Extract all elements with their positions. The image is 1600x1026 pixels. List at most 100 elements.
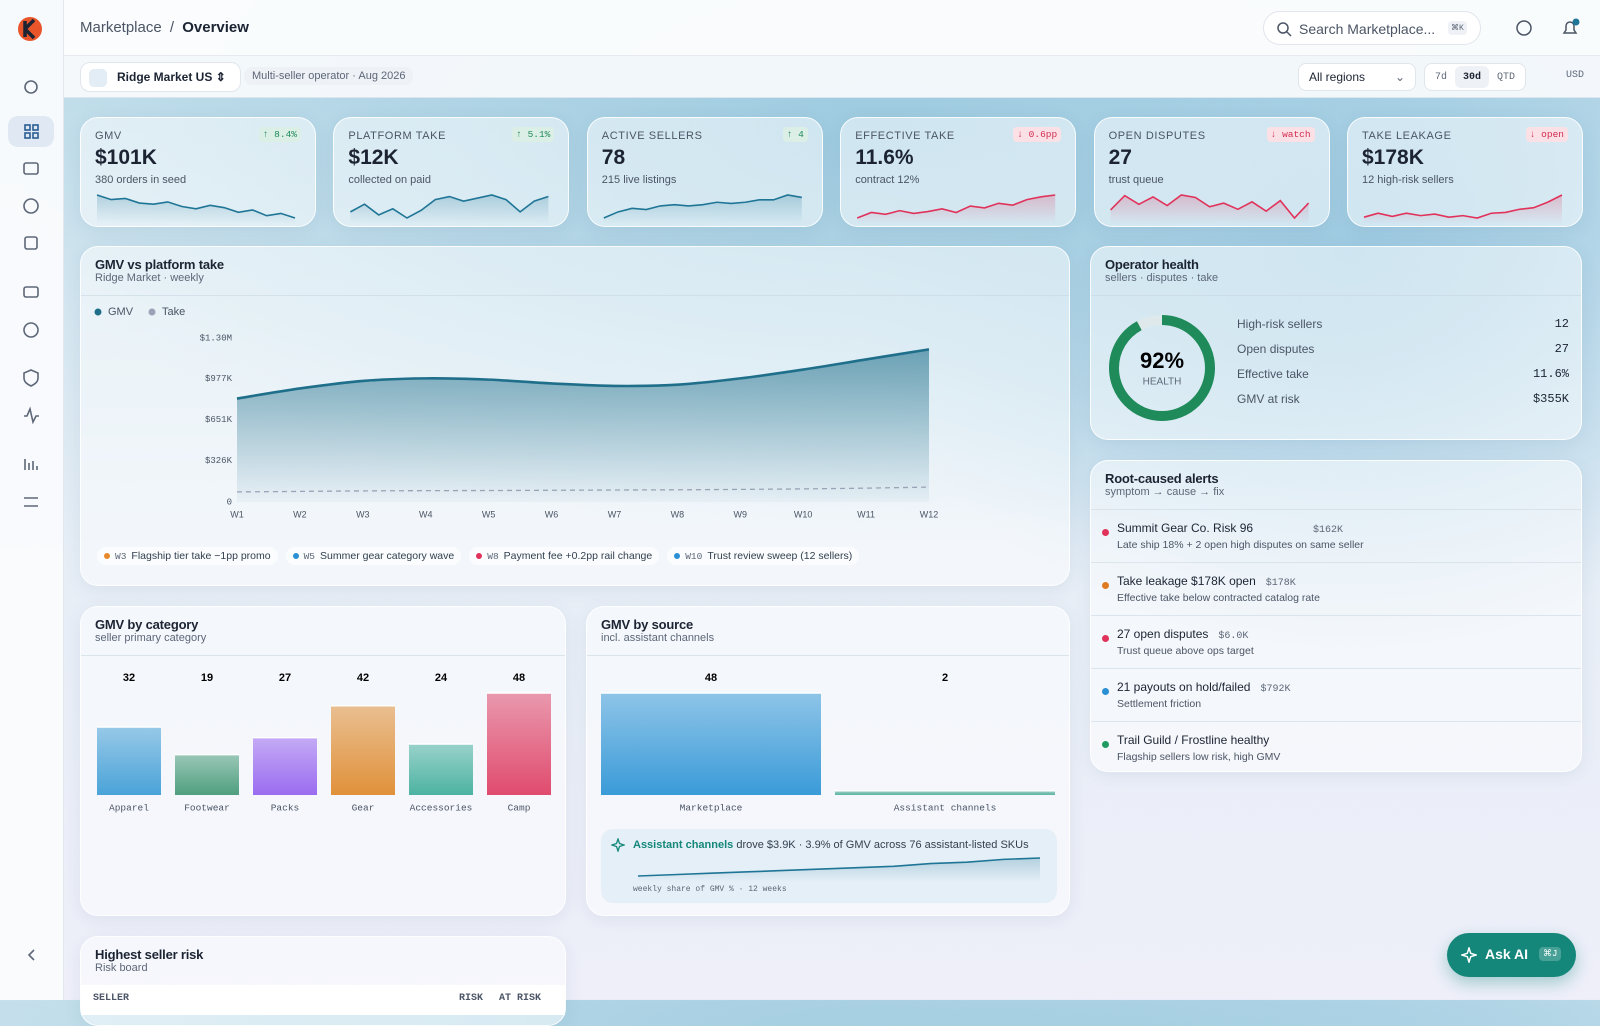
chart-icon[interactable] [24, 459, 38, 470]
legend-dot [148, 308, 156, 316]
range-option[interactable]: 30d [1455, 66, 1490, 88]
search-box[interactable]: Search Marketplace... ⌘K [1263, 11, 1481, 45]
bar-label: Gear [352, 803, 375, 814]
card-subtitle: symptom → cause → fix [1105, 486, 1225, 498]
x-tick-label: W8 [671, 509, 685, 519]
row-label: GMV at risk [1237, 392, 1300, 406]
range-option[interactable]: QTD [1497, 72, 1516, 83]
row-value: 12 [1554, 317, 1569, 331]
card-subtitle: Risk board [95, 962, 148, 974]
annotation-week: W8 [487, 550, 499, 562]
kpi-delta: ↑ 8.4% [258, 127, 301, 142]
alert-item[interactable]: 27 open disputes $6.0K Trust queue above o… [1091, 615, 1581, 668]
x-tick-label: W1 [230, 509, 244, 519]
help-icon[interactable] [23, 322, 39, 338]
card-title: Root-caused alerts [1105, 471, 1219, 486]
spark-area [1110, 195, 1309, 224]
alert-amount: $6.0K [1218, 631, 1249, 642]
search-placeholder: Search Marketplace... [1299, 21, 1436, 37]
bar-value: 2 [942, 672, 948, 684]
settings-icon[interactable] [24, 497, 38, 507]
spark-area [1364, 195, 1562, 224]
kpi-sub: contract 12% [855, 174, 920, 186]
kpi-sub: trust queue [1108, 174, 1164, 186]
x-tick-label: W11 [857, 509, 875, 519]
currency[interactable]: USD [1566, 70, 1585, 81]
notifications-button[interactable] [1562, 21, 1578, 34]
box-icon[interactable] [24, 236, 38, 250]
range-option[interactable]: 7d [1435, 72, 1448, 83]
kpi-value: $178K [1362, 146, 1424, 169]
alert-title: Summit Gear Co. Risk 96 [1117, 521, 1254, 535]
sidebar [0, 0, 64, 1000]
nav-active[interactable] [8, 116, 54, 147]
annotation-dot [104, 553, 110, 559]
kpi-label: PLATFORM TAKE [348, 130, 447, 142]
alert-dot [1102, 529, 1109, 536]
alert-item[interactable]: Take leakage $178K open $178K Effective ta… [1091, 562, 1581, 615]
card-title: GMV vs platform take [95, 257, 224, 272]
bar-value: 27 [279, 672, 291, 684]
note-text: drove $3.9K · 3.9% of GMV across 76 assi… [736, 839, 1029, 851]
market-selector[interactable]: Ridge Market US ⇕ [80, 62, 241, 92]
sidebar-icons [8, 17, 54, 961]
spark-line [637, 857, 1041, 877]
x-tick-label: W7 [608, 509, 622, 519]
alert-title: Take leakage $178K open [1117, 574, 1256, 588]
activity-icon[interactable] [24, 406, 39, 425]
alert-amount: $162K [1313, 525, 1344, 536]
alert-head: Trail Guild / Frostline healthy [1117, 733, 1269, 747]
y-tick-label: $977K [205, 374, 233, 384]
alert-item[interactable]: Summit Gear Co. Risk 96 $162K Late ship 18… [1091, 509, 1581, 562]
spark-line [96, 194, 296, 219]
card-title: GMV by source [601, 617, 694, 632]
kpi-value: $12K [348, 146, 399, 169]
help-icon[interactable] [23, 198, 39, 214]
alert-title: Trail Guild / Frostline healthy [1117, 733, 1270, 747]
spark-area [350, 195, 549, 224]
card-title: Operator health [1105, 257, 1199, 272]
range-toggle: 7d 30d QTD [1424, 63, 1527, 91]
bar [253, 737, 317, 795]
payout-icon[interactable] [23, 286, 39, 298]
alert-head: Summit Gear Co. Risk 96 $162K [1117, 521, 1343, 536]
x-tick-label: W2 [293, 509, 307, 519]
row-label: High-risk sellers [1237, 317, 1323, 331]
annotations: W3 Flagship tier take −1pp promo W5 Summer … [97, 547, 860, 565]
bar [601, 693, 821, 795]
kpi-value: 27 [1108, 146, 1132, 169]
region-select[interactable]: All regions ⌄ [1298, 63, 1416, 91]
card-subtitle: incl. assistant channels [601, 632, 715, 644]
kpi-label: ACTIVE SELLERS [601, 130, 703, 142]
alert-item[interactable]: Trail Guild / Frostline healthy Flagship … [1091, 721, 1581, 774]
region-value: All regions [1309, 70, 1366, 84]
spark-line [350, 194, 549, 219]
y-tick-label: $1.30M [200, 333, 232, 343]
alert-dot [1102, 741, 1109, 748]
health-caption: HEALTH [1143, 377, 1182, 388]
card-title: GMV by category [95, 617, 199, 632]
card-subtitle: Ridge Market · weekly [95, 272, 204, 284]
crumb[interactable]: Marketplace [80, 19, 162, 36]
bar-value: 24 [435, 672, 448, 684]
search-icon[interactable] [24, 80, 38, 94]
store-icon[interactable] [23, 162, 39, 175]
alert-desc: Late ship 18% + 2 open high disputes on … [1117, 539, 1364, 551]
ask-ai-button[interactable]: Ask AI ⌘J [1447, 933, 1576, 977]
collapse-icon[interactable] [27, 949, 35, 961]
annotation-text: Trust review sweep (12 sellers) [707, 550, 853, 562]
shield-icon[interactable] [23, 369, 39, 387]
notification-dot [1572, 18, 1580, 26]
kpi-delta: ↓ 0.6pp [1013, 127, 1062, 142]
alert-item[interactable]: 21 payouts on hold/failed $792K Settlement… [1091, 668, 1581, 721]
health-row: Open disputes 27 [1237, 342, 1569, 367]
spark-area [638, 858, 1040, 882]
help-button[interactable] [1516, 20, 1532, 36]
kpi-value: 78 [601, 146, 626, 169]
dashboard-icon[interactable] [24, 124, 39, 139]
bar-value: 48 [513, 672, 525, 684]
bar-label: Assistant channels [894, 803, 997, 814]
spark-area [857, 195, 1056, 224]
bar [175, 754, 239, 795]
